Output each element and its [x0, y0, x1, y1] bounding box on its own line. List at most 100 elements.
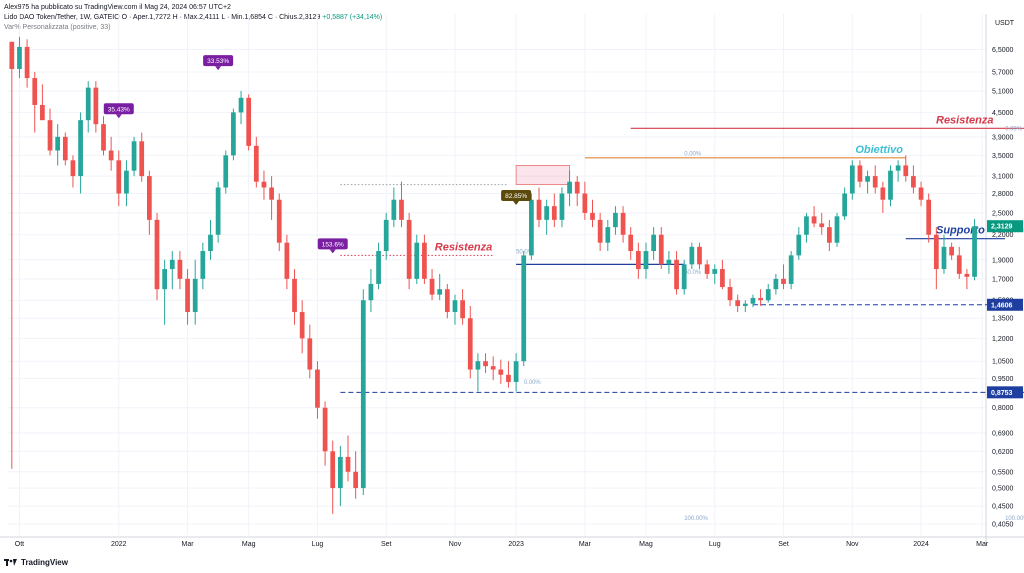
level-label: Resistenza	[435, 241, 492, 253]
candle-body	[116, 160, 122, 194]
indicator-label[interactable]: Var% Personalizzata (positive, 33)	[4, 24, 111, 31]
y-tick-label: 0,6200	[992, 449, 1014, 456]
y-tick-label: 5,7000	[992, 69, 1014, 76]
candle-body	[85, 87, 91, 121]
percent-badge-label: 33.53%	[207, 58, 229, 65]
candle-body	[613, 212, 618, 228]
candle-body	[918, 187, 924, 200]
brand-name[interactable]: TradingView	[21, 558, 68, 567]
percent-badge	[103, 103, 134, 115]
candle-body	[353, 471, 359, 489]
x-tick-label: Mag	[242, 541, 256, 548]
candle-body	[826, 227, 832, 243]
candle-body	[635, 251, 641, 270]
candle-body	[834, 216, 840, 243]
y-tick-label: 1,3500	[992, 316, 1014, 323]
candle-body	[17, 46, 22, 69]
candle-body	[674, 259, 679, 290]
candle-body	[429, 278, 435, 295]
percent-badge-pointer	[513, 200, 520, 205]
y-tick-label: 1,7000	[992, 276, 1014, 283]
percent-badge-label: 153.6%	[322, 241, 344, 248]
x-tick-label: Lug	[312, 541, 324, 548]
candle-body	[124, 170, 129, 194]
price-axis-label	[987, 220, 1023, 233]
candle-body	[139, 141, 145, 177]
y-tick-label: 5,1000	[992, 88, 1014, 95]
candle-body	[253, 145, 259, 182]
symbol-label[interactable]: Lido DAO Token/Tether, 1W, GATEIO	[4, 14, 120, 21]
percent-badge-pointer	[329, 249, 336, 254]
candle-body	[796, 234, 802, 256]
candle-body	[949, 246, 954, 256]
candle-body	[78, 120, 83, 177]
x-tick-label: Mag	[639, 541, 653, 548]
candle-body	[315, 369, 320, 408]
candle-body	[246, 97, 252, 146]
y-tick-label: 3,5000	[992, 153, 1014, 160]
candle-body	[24, 46, 30, 79]
candle-body	[192, 278, 198, 313]
candle-body	[108, 150, 114, 161]
candle-body	[185, 278, 190, 313]
candle-body	[200, 251, 206, 279]
candle-body	[697, 246, 702, 265]
percent-badge	[317, 238, 348, 250]
percent-badge-label: 35.43%	[108, 106, 130, 113]
fib-level-label: 50.0%	[684, 270, 702, 276]
candle-body	[895, 165, 901, 171]
candle-body	[444, 289, 450, 313]
fib-level-label: 0.00%	[684, 151, 702, 157]
percent-badge	[501, 189, 532, 201]
candle-body	[903, 165, 909, 177]
candle-body	[651, 234, 657, 252]
candle-body	[544, 206, 550, 220]
y-tick-label: 4,5000	[992, 110, 1014, 117]
candle-body	[605, 227, 611, 243]
footer: TradingView	[4, 558, 68, 567]
candle-body	[55, 136, 61, 151]
candle-body	[330, 451, 336, 489]
y-tick-label: 1,9000	[992, 257, 1014, 264]
candle-body	[414, 242, 420, 279]
price-axis-label	[987, 386, 1023, 399]
x-tick-label: Nov	[449, 541, 462, 548]
candle-body	[483, 361, 488, 367]
candle-body	[773, 278, 779, 290]
candle-body	[720, 269, 725, 288]
candle-body	[888, 170, 893, 200]
candle-body	[880, 187, 886, 200]
ohlc-values: O · Aper.1,7272 H · Max.2,4111 L · Min.1…	[121, 14, 321, 21]
candle-body	[758, 297, 763, 301]
resistance-zone	[515, 165, 570, 185]
candle-body	[391, 199, 397, 220]
candle-body	[399, 199, 404, 220]
x-tick-label: Mar	[579, 541, 592, 548]
candle-body	[781, 278, 786, 284]
candle-body	[582, 193, 588, 213]
candle-body	[567, 181, 572, 194]
candle-body	[406, 219, 412, 279]
candle-body	[9, 41, 15, 69]
chart-header: Alex975 ha pubblicato su TradingView.com…	[4, 3, 382, 33]
candle-body	[62, 136, 68, 161]
level-label: Supporto	[936, 225, 985, 237]
candle-body	[345, 456, 351, 472]
candle-body	[704, 264, 710, 274]
candle-body	[804, 216, 809, 235]
candle-body	[727, 287, 733, 301]
candle-body	[811, 216, 817, 224]
candle-body	[452, 300, 458, 313]
x-tick-label: 2023	[508, 541, 524, 548]
x-tick-label: Mar	[976, 541, 989, 548]
candle-body	[93, 87, 99, 125]
candle-body	[292, 278, 297, 313]
y-tick-label: 1,0500	[992, 359, 1014, 366]
candle-body	[574, 181, 580, 194]
candle-body	[941, 246, 947, 270]
candle-body	[842, 193, 848, 217]
candle-body	[956, 255, 962, 274]
x-tick-label: Nov	[846, 541, 859, 548]
price-axis-label-text: 0,8753	[991, 390, 1013, 397]
